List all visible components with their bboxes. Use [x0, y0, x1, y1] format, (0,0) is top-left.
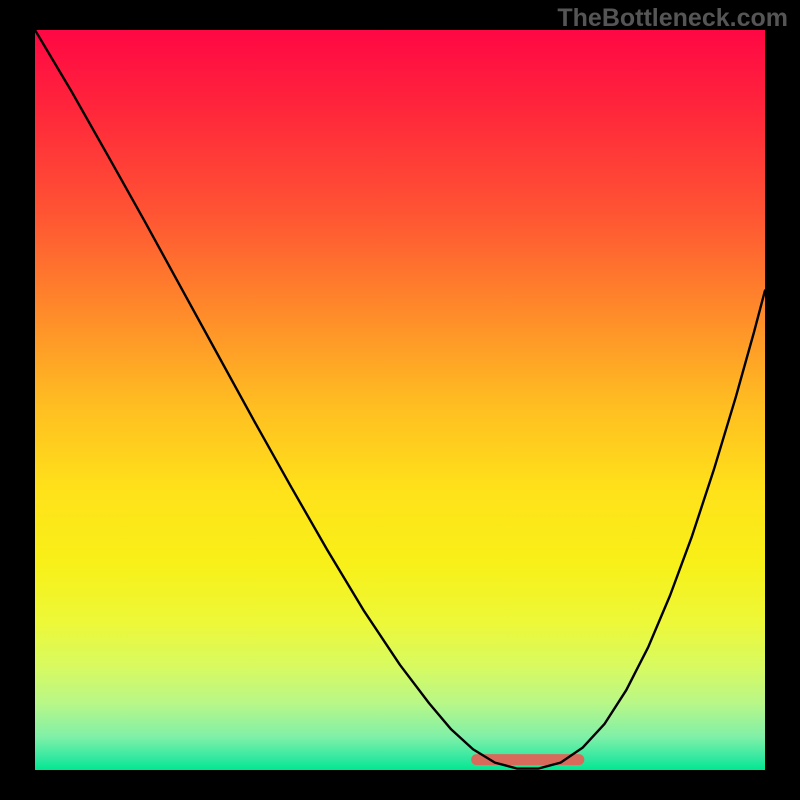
bottleneck-chart: [0, 0, 800, 800]
chart-container: TheBottleneck.com: [0, 0, 800, 800]
watermark-text: TheBottleneck.com: [557, 4, 788, 33]
plot-area: [35, 30, 765, 770]
